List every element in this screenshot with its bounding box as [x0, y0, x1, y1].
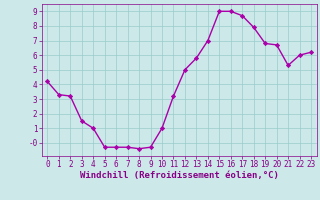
X-axis label: Windchill (Refroidissement éolien,°C): Windchill (Refroidissement éolien,°C) — [80, 171, 279, 180]
